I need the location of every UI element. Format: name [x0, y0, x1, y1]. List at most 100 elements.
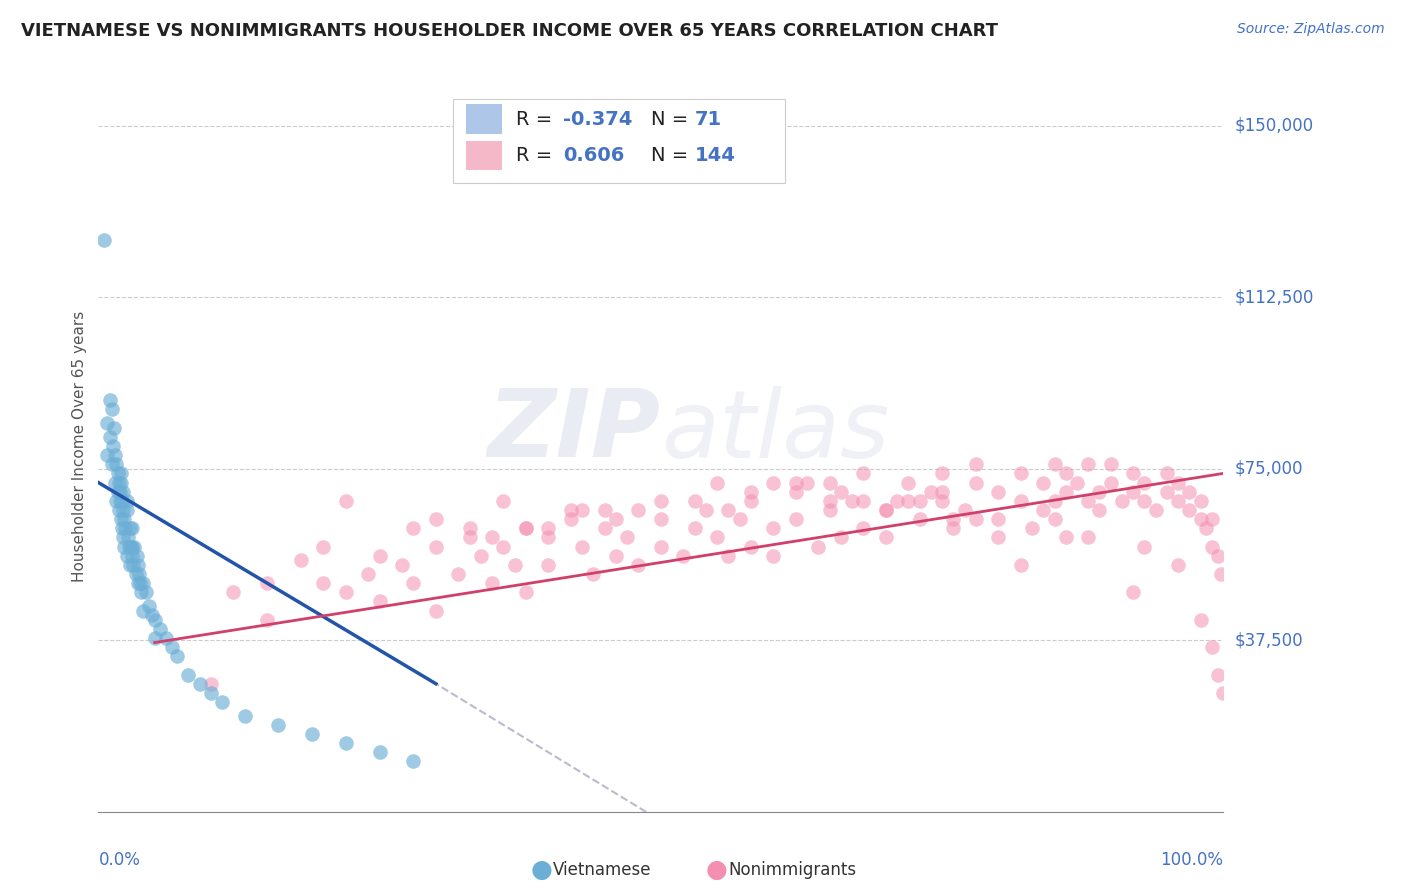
Point [1189, 512, 1212, 526]
Point [1099, 457, 1122, 471]
Point [160, 640, 183, 655]
Point [107, 484, 129, 499]
Point [503, 558, 526, 572]
Point [908, 512, 931, 526]
Text: ●: ● [706, 858, 728, 881]
Point [368, 549, 391, 563]
Point [108, 484, 131, 499]
Point [942, 512, 965, 526]
Point [1178, 503, 1201, 517]
Point [852, 467, 875, 481]
Point [143, 613, 166, 627]
Point [290, 553, 312, 567]
Point [335, 493, 357, 508]
Point [1054, 530, 1077, 544]
Point [112, 530, 135, 544]
Point [1088, 484, 1111, 499]
Point [111, 493, 134, 508]
Point [112, 484, 135, 499]
Point [1054, 467, 1077, 481]
Point [740, 540, 762, 554]
FancyBboxPatch shape [467, 104, 502, 134]
Point [155, 631, 177, 645]
Point [368, 745, 391, 759]
Point [425, 540, 447, 554]
Point [740, 493, 762, 508]
Point [931, 493, 953, 508]
Text: $112,500: $112,500 [1234, 288, 1313, 307]
Point [717, 503, 740, 517]
Y-axis label: Householder Income Over 65 years: Householder Income Over 65 years [72, 310, 87, 582]
Point [650, 540, 672, 554]
Point [107, 467, 129, 481]
Point [1178, 484, 1201, 499]
Point [1133, 540, 1156, 554]
Point [852, 521, 875, 535]
Point [1189, 493, 1212, 508]
Point [115, 493, 138, 508]
Point [425, 603, 447, 617]
Point [706, 475, 728, 490]
Point [122, 558, 145, 572]
Point [1122, 585, 1144, 599]
Point [942, 521, 965, 535]
Point [762, 549, 785, 563]
Point [104, 448, 127, 462]
Point [875, 530, 897, 544]
Point [110, 512, 132, 526]
Point [125, 549, 148, 563]
Point [1032, 475, 1054, 490]
Text: -0.374: -0.374 [562, 110, 633, 128]
Text: 100.0%: 100.0% [1160, 851, 1223, 869]
Point [110, 467, 132, 481]
Point [118, 558, 141, 572]
Point [256, 613, 278, 627]
Point [1010, 558, 1032, 572]
Point [132, 576, 155, 591]
Point [312, 576, 335, 591]
Point [149, 622, 172, 636]
Point [875, 503, 897, 517]
Point [1043, 457, 1066, 471]
Point [1156, 467, 1178, 481]
Point [571, 503, 593, 517]
Point [458, 521, 481, 535]
Point [124, 567, 146, 582]
Text: $37,500: $37,500 [1234, 632, 1303, 649]
Point [105, 493, 128, 508]
Point [920, 484, 942, 499]
Point [807, 540, 830, 554]
Point [107, 475, 129, 490]
Point [683, 521, 706, 535]
Point [402, 755, 425, 769]
Point [112, 540, 135, 554]
Point [481, 576, 503, 591]
Point [105, 457, 128, 471]
Point [1054, 484, 1077, 499]
Point [1156, 484, 1178, 499]
Point [515, 521, 537, 535]
Point [650, 512, 672, 526]
Point [1206, 667, 1229, 681]
Point [110, 475, 132, 490]
Point [1032, 503, 1054, 517]
Point [1043, 493, 1066, 508]
Point [830, 530, 852, 544]
Text: ●: ● [530, 858, 553, 881]
Point [1201, 512, 1223, 526]
Point [818, 503, 841, 517]
Point [108, 493, 131, 508]
Point [1201, 540, 1223, 554]
Point [470, 549, 492, 563]
Point [785, 512, 807, 526]
Point [1209, 567, 1232, 582]
Point [728, 512, 751, 526]
Point [98, 393, 121, 408]
Point [1167, 493, 1189, 508]
Point [114, 521, 136, 535]
Point [233, 708, 256, 723]
Point [96, 448, 118, 462]
Point [124, 540, 146, 554]
Point [127, 576, 149, 591]
Point [931, 484, 953, 499]
